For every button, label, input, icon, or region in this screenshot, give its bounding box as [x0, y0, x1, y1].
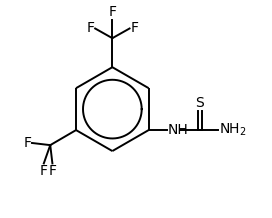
- Text: F: F: [86, 22, 94, 36]
- Text: NH: NH: [168, 123, 188, 137]
- Text: F: F: [40, 164, 48, 178]
- Text: NH$_2$: NH$_2$: [219, 122, 246, 138]
- Text: F: F: [23, 136, 31, 150]
- Text: F: F: [48, 164, 56, 178]
- Text: F: F: [130, 22, 138, 36]
- Text: F: F: [108, 5, 116, 19]
- Text: S: S: [196, 96, 204, 110]
